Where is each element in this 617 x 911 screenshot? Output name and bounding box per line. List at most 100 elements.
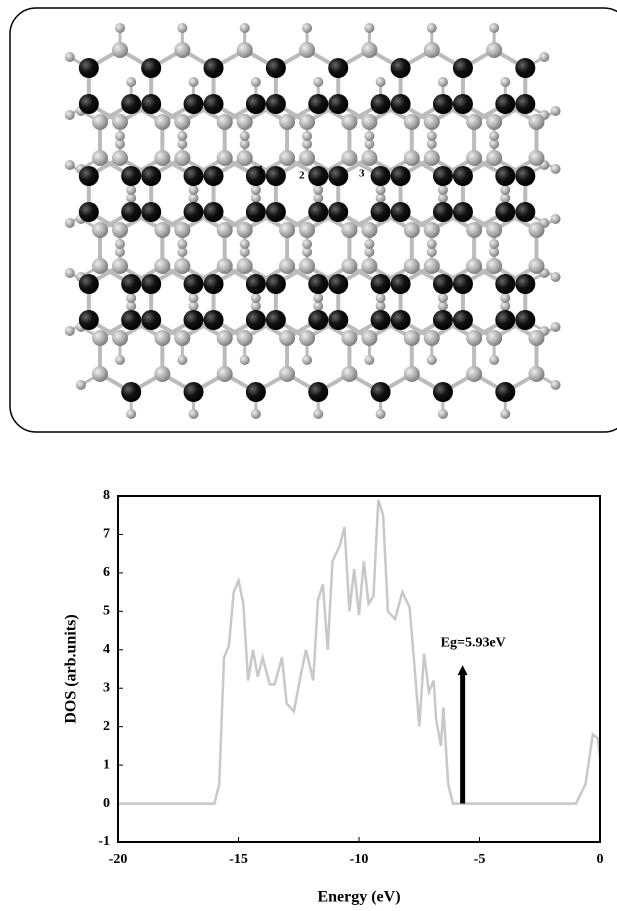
atom: [203, 94, 224, 114]
atom: [265, 58, 286, 78]
atom: [78, 58, 99, 78]
atom: [92, 330, 108, 346]
atom: [528, 114, 545, 130]
hydrogen: [126, 193, 137, 203]
arrow-head: [457, 665, 468, 676]
atom: [141, 274, 162, 294]
atom: [370, 202, 391, 222]
atom: [528, 366, 545, 382]
hydrogen: [177, 355, 188, 365]
y-tick-label: 0: [103, 796, 110, 811]
atom: [216, 222, 233, 238]
atom: [236, 42, 253, 58]
atom: [515, 58, 536, 78]
hydrogen: [313, 301, 324, 311]
atom: [279, 114, 296, 130]
atom: [174, 42, 191, 58]
hydrogen: [250, 77, 261, 87]
atom: [141, 202, 162, 222]
hydrogen: [115, 355, 125, 365]
atom: [432, 166, 453, 186]
atom-label: 3: [359, 168, 365, 180]
atom: [308, 382, 329, 402]
hydrogen: [364, 23, 375, 33]
hydrogen: [115, 239, 125, 249]
molecule: [64, 23, 561, 419]
atom: [495, 382, 516, 402]
x-tick-label: 0: [597, 852, 604, 867]
atom: [154, 114, 171, 130]
atom: [528, 222, 545, 238]
annotation: Eg=5.93eV: [441, 635, 506, 650]
atom: [92, 258, 108, 274]
atom: [308, 274, 329, 294]
atom: [341, 222, 358, 238]
hydrogen: [489, 139, 500, 149]
atom: [265, 310, 286, 330]
atom: [299, 114, 316, 130]
atom: [299, 330, 316, 346]
atom: [299, 150, 316, 166]
y-tick-label: -1: [98, 834, 110, 849]
atom: [203, 166, 224, 186]
hydrogen: [177, 139, 188, 149]
hydrogen: [302, 131, 313, 141]
atom: [154, 150, 171, 166]
hydrogen: [313, 409, 324, 419]
hydrogen: [302, 23, 313, 33]
atom: [236, 258, 253, 274]
hydrogen: [250, 193, 261, 203]
hydrogen: [500, 301, 511, 311]
atom: [183, 166, 204, 186]
atom: [121, 274, 142, 294]
hydrogen: [188, 301, 199, 311]
y-tick-label: 2: [103, 719, 110, 734]
hydrogen: [313, 185, 324, 195]
atom: [183, 94, 204, 114]
atom: [466, 114, 483, 130]
y-tick-label: 4: [103, 642, 110, 657]
atom: [112, 330, 128, 346]
hydrogen: [489, 131, 500, 141]
atom: [328, 310, 349, 330]
hydrogen: [426, 131, 437, 141]
hydrogen: [550, 164, 561, 174]
hydrogen: [489, 355, 500, 365]
hydrogen: [64, 52, 75, 62]
hydrogen: [115, 247, 125, 257]
hydrogen: [364, 355, 375, 365]
atom: [486, 222, 503, 238]
atom: [203, 310, 224, 330]
hydrogen: [550, 380, 561, 390]
hydrogen: [126, 185, 137, 195]
hydrogen: [426, 139, 437, 149]
hydrogen: [64, 218, 75, 228]
hydrogen: [437, 77, 448, 87]
atom: [121, 382, 142, 402]
atom: [515, 202, 536, 222]
atom: [183, 202, 204, 222]
atom: [92, 366, 108, 382]
hydrogen: [64, 326, 75, 336]
atom: [361, 222, 378, 238]
atom: [78, 274, 99, 294]
atom: [265, 274, 286, 294]
hydrogen: [115, 23, 125, 33]
hydrogen: [375, 409, 386, 419]
hydrogen: [375, 77, 386, 87]
y-tick-label: 8: [103, 488, 110, 503]
atom: [403, 258, 420, 274]
atom: [78, 94, 99, 114]
atom: [432, 94, 453, 114]
atom: [121, 94, 142, 114]
atom: [452, 166, 473, 186]
y-tick-label: 1: [103, 757, 110, 772]
atom: [466, 330, 483, 346]
hydrogen: [239, 139, 250, 149]
atom: [245, 94, 266, 114]
atom: [174, 258, 191, 274]
atom: [78, 310, 99, 330]
atom: [154, 330, 171, 346]
atom: [390, 94, 411, 114]
